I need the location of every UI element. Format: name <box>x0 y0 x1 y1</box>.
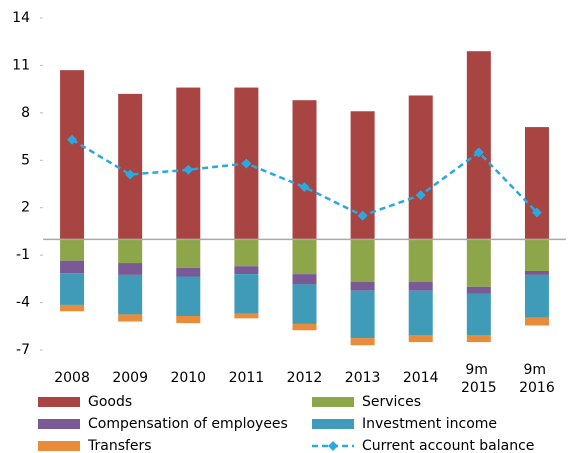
bar-segment <box>466 51 491 240</box>
bar-segment <box>234 274 259 314</box>
bar-segment <box>408 290 433 335</box>
bar-segment <box>60 273 85 305</box>
y-tick-label: -7 <box>16 342 30 358</box>
bar-segment <box>60 70 85 240</box>
bar-segment <box>292 284 317 324</box>
line-marker <box>357 210 368 221</box>
line-marker <box>67 134 78 145</box>
x-tick-label: 2011 <box>229 370 265 386</box>
bar-segment <box>118 274 143 315</box>
y-tick-label: 2 <box>21 200 30 216</box>
bar-segment <box>60 239 85 261</box>
x-tick-label: 2012 <box>287 370 323 386</box>
bar-segment <box>176 239 201 268</box>
y-tick-label: 5 <box>21 152 30 168</box>
bar-segment <box>292 323 317 331</box>
bar-segment <box>234 239 259 267</box>
bar-segment <box>60 304 85 312</box>
line-marker <box>473 147 484 158</box>
x-tick-label: 9m 2015 <box>461 362 497 396</box>
bar-segment <box>350 282 375 291</box>
bar-segment <box>60 260 85 274</box>
x-tick-label: 2013 <box>345 370 381 386</box>
line-marker <box>531 207 542 218</box>
bar-segment <box>524 270 549 275</box>
x-tick-label: 2014 <box>403 370 439 386</box>
y-tick-label: 11 <box>12 57 30 73</box>
bar-segment <box>292 100 317 240</box>
x-tick-label: 2008 <box>54 370 90 386</box>
bar-segment <box>350 338 375 346</box>
y-tick-label: 14 <box>12 10 30 26</box>
bar-segment <box>466 286 491 294</box>
bar-segment <box>176 267 201 277</box>
legend-label: Transfers <box>87 438 152 453</box>
legend-swatch <box>38 419 80 429</box>
bar-segment <box>524 274 549 318</box>
legend-swatch <box>38 397 80 407</box>
legend-swatch <box>312 419 354 429</box>
line-marker <box>125 169 136 180</box>
legend-label: Goods <box>88 394 132 410</box>
bar-segment <box>118 263 143 275</box>
bar-segment <box>234 313 259 319</box>
bar-segment <box>176 87 201 240</box>
bar-segment <box>524 127 549 240</box>
y-tick-label: -1 <box>16 247 30 263</box>
legend-swatch <box>312 397 354 407</box>
legend-label: Investment income <box>362 416 497 432</box>
bar-segment <box>524 239 549 271</box>
bar-segment <box>234 266 259 275</box>
bar-segment <box>118 314 143 322</box>
x-tick-label: 9m 2016 <box>519 362 555 396</box>
bar-segment <box>408 334 433 343</box>
bar-segment <box>466 293 491 335</box>
x-tick-label: 2009 <box>112 370 148 386</box>
line-marker <box>299 182 310 193</box>
legend-label: Compensation of employees <box>88 416 288 432</box>
legend-label: Current account balance <box>362 438 534 453</box>
x-tick-label: 2010 <box>170 370 206 386</box>
bar-segment <box>466 239 491 287</box>
bar-segment <box>408 282 433 291</box>
bar-segment <box>350 290 375 339</box>
bar-segment <box>408 95 433 240</box>
bar-segment <box>350 239 375 283</box>
legend-swatch <box>328 441 338 451</box>
y-tick-label: -4 <box>16 295 30 311</box>
bar-segment <box>176 316 201 324</box>
bar-segment <box>466 334 491 343</box>
line-marker <box>241 158 252 169</box>
y-tick-label: 8 <box>21 105 30 121</box>
line-marker <box>415 190 426 201</box>
bar-segment <box>408 239 433 283</box>
bar-segment <box>292 274 317 285</box>
line <box>71 138 538 217</box>
legend-swatch <box>38 441 80 451</box>
bar-segment <box>176 276 201 317</box>
bar-segment <box>524 317 549 326</box>
line-marker <box>183 164 194 175</box>
legend-label: Services <box>362 394 421 410</box>
bar-segment <box>118 93 143 240</box>
bar-segment <box>118 239 143 264</box>
bar-segment <box>292 239 317 275</box>
